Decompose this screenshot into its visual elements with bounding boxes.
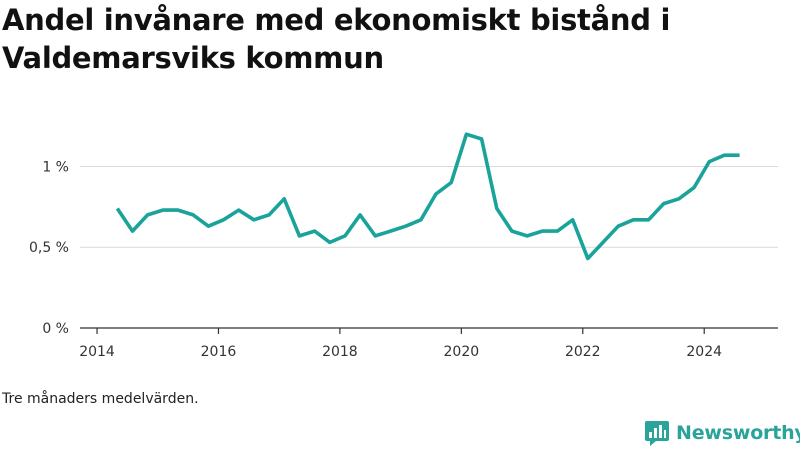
data-point — [510, 229, 514, 233]
data-series — [115, 132, 742, 261]
y-tick-labels: 0 % 0,5 % 1 % — [29, 159, 69, 337]
data-point — [191, 213, 195, 217]
newsworthy-logo-icon — [645, 421, 669, 446]
data-point — [449, 181, 453, 185]
data-point — [404, 224, 408, 228]
x-tick-labels: 2014 2016 2018 2020 2022 2024 — [79, 344, 722, 360]
data-point — [662, 202, 666, 206]
data-point — [586, 257, 590, 261]
data-point — [541, 229, 545, 233]
line-chart: 0 % 0,5 % 1 % 2014 2016 2018 2020 2022 2024 — [29, 132, 778, 360]
chart-title: Andel invånare med ekonomiskt bistånd i … — [2, 3, 671, 75]
data-point — [389, 229, 393, 233]
y-gridlines — [80, 165, 778, 248]
x-tick-label: 2024 — [686, 344, 722, 360]
x-tick-label: 2020 — [444, 344, 480, 360]
data-point — [222, 218, 226, 222]
data-point — [328, 241, 332, 245]
data-point — [647, 218, 651, 222]
footnote: Tre månaders medelvärden. — [2, 391, 199, 407]
data-point — [419, 218, 423, 222]
data-point — [298, 234, 302, 238]
series-line — [115, 132, 740, 261]
brand-logo[interactable]: Newsworthy — [644, 418, 800, 448]
brand-name: Newsworthy — [676, 422, 800, 444]
x-tick-label: 2022 — [565, 344, 601, 360]
x-tick-label: 2014 — [79, 344, 115, 360]
data-point — [343, 234, 347, 238]
data-point — [237, 208, 241, 212]
data-point — [601, 241, 605, 245]
y-tick-label: 1 % — [42, 159, 69, 175]
data-point — [374, 234, 378, 238]
x-axis — [80, 327, 778, 334]
data-point — [207, 224, 211, 228]
data-point — [677, 197, 681, 201]
data-point — [571, 218, 575, 222]
data-point — [632, 218, 636, 222]
data-point — [131, 229, 135, 233]
data-point — [738, 153, 742, 157]
data-point — [434, 192, 438, 196]
data-point — [525, 234, 529, 238]
data-point — [267, 213, 271, 217]
data-point — [161, 208, 165, 212]
data-point — [116, 207, 120, 211]
data-point — [313, 229, 317, 233]
data-point — [358, 213, 362, 217]
y-tick-label: 0,5 % — [29, 240, 69, 256]
data-point — [556, 229, 560, 233]
data-point — [146, 213, 150, 217]
y-tick-label: 0 % — [42, 321, 69, 337]
data-point — [252, 218, 256, 222]
data-point — [495, 207, 499, 211]
data-point — [282, 197, 286, 201]
data-point — [480, 137, 484, 141]
data-point — [176, 208, 180, 212]
data-point — [708, 160, 712, 164]
data-point — [692, 186, 696, 190]
data-point — [723, 153, 727, 157]
data-point — [465, 132, 469, 136]
data-point — [616, 224, 620, 228]
x-tick-label: 2016 — [201, 344, 237, 360]
x-tick-label: 2018 — [322, 344, 358, 360]
